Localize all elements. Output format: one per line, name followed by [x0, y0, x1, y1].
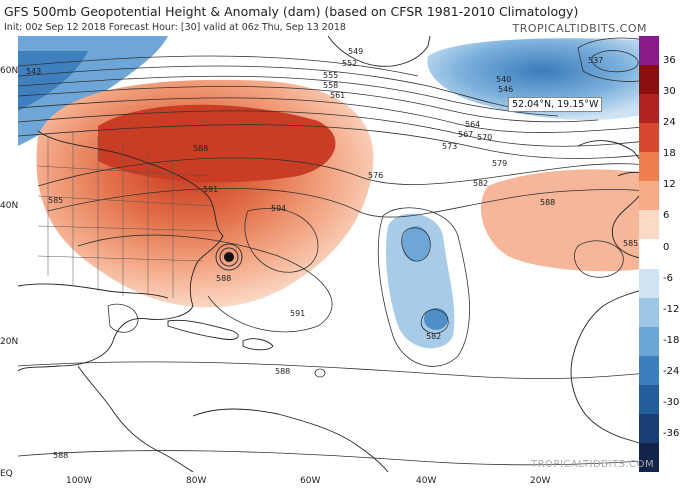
contour-label-group: 549 552 555 558 561 564 567 570 573 576 …	[26, 47, 638, 460]
contour-label: 555	[323, 71, 338, 80]
height-contours	[17, 37, 658, 466]
contour-label: 543	[26, 67, 41, 76]
contour-label: 567	[458, 130, 473, 139]
lon-label-20w: 20W	[530, 476, 551, 486]
contour-label: 582	[426, 332, 441, 341]
contour-label: 594	[271, 204, 286, 213]
colorbar-tick-label: 30	[663, 85, 676, 97]
hispaniola-coast	[242, 338, 274, 351]
colorbar-tick-label: 36	[663, 54, 676, 66]
contour-label: 588	[540, 198, 555, 207]
colorbar-segment	[639, 65, 659, 95]
coastlines	[17, 35, 658, 473]
colorbar-segment	[639, 442, 659, 473]
contour-label: 546	[498, 85, 513, 94]
colorbar-tick-label: -24	[663, 366, 680, 378]
contour-label: 579	[492, 159, 507, 168]
colorbar-segment	[639, 123, 659, 153]
colorbar-tick-label: -30	[663, 397, 680, 409]
lat-label-20n: 20N	[0, 337, 19, 347]
colorbar-tick-label: 0	[663, 241, 670, 253]
watermark: TROPICALTIDBITS.COM	[531, 459, 655, 470]
contour-label: 588	[53, 451, 68, 460]
state-borders	[37, 131, 219, 298]
map-header: GFS 500mb Geopotential Height & Anomaly …	[0, 0, 687, 36]
colorbar-segment	[639, 239, 659, 270]
africa-coast	[570, 285, 658, 449]
colorbar	[639, 36, 659, 473]
contour-label: 573	[442, 142, 457, 151]
contour-label: 591	[203, 185, 218, 194]
colorbar-tick-label: 18	[663, 148, 676, 160]
contour-label: 585	[48, 196, 63, 205]
contour-label: 585	[623, 239, 638, 248]
contour-label: 576	[368, 171, 383, 180]
lon-label-100w: 100W	[66, 476, 93, 486]
warm-anomaly-east	[480, 169, 657, 272]
colorbar-tick-label: 12	[663, 179, 676, 191]
colorbar-segment	[639, 355, 659, 386]
colorbar-segment	[639, 268, 659, 299]
map-subtitle: Init: 00z Sep 12 2018 Forecast Hour: [30…	[4, 22, 346, 33]
contour-label: 558	[323, 81, 338, 90]
colorbar-segment	[639, 297, 659, 328]
hurricane-symbol	[215, 243, 243, 271]
cursor-coordinate-readout: 52.04°N, 19.15°W	[508, 97, 603, 112]
contour-label: 588	[193, 144, 208, 153]
colorbar-tick-label: 24	[663, 116, 676, 128]
contour-label: 549	[348, 47, 363, 56]
cool-anomaly-central-core	[402, 226, 430, 262]
contour-label: 552	[342, 59, 357, 68]
colorbar-tick-label: -18	[663, 334, 680, 346]
lat-label-60n: 60N	[0, 66, 19, 76]
colorbar-tick-label: -36	[663, 428, 680, 440]
colorbar-segment	[639, 413, 659, 444]
contour-label: 564	[465, 120, 480, 129]
colorbar-segment	[639, 210, 659, 240]
lon-label-60w: 60W	[300, 476, 321, 486]
colorbar-segment	[639, 384, 659, 415]
gulf-coast	[17, 283, 169, 299]
cuba-coast	[167, 319, 239, 340]
contour-label: 588	[216, 274, 231, 283]
warm-anomaly-core	[98, 104, 336, 183]
contour-label: 588	[275, 367, 290, 376]
map-title: GFS 500mb Geopotential Height & Anomaly …	[4, 4, 579, 19]
contour-label: 591	[290, 309, 305, 318]
north-america-coast	[17, 130, 224, 372]
colorbar-segment	[639, 152, 659, 182]
lon-label-40w: 40W	[416, 476, 437, 486]
contour-label: 582	[473, 179, 488, 188]
lat-label-40n: 40N	[0, 201, 19, 211]
cool-anomaly-south-core	[424, 308, 448, 330]
contour-label: 537	[588, 56, 603, 65]
central-america-coast	[77, 365, 194, 473]
south-america-coast	[192, 408, 389, 473]
brand-label: TROPICALTIDBITS.COM	[512, 22, 647, 35]
small-low-eye	[314, 368, 326, 378]
colorbar-tick-label: 6	[663, 210, 670, 222]
lat-label-eq: EQ	[0, 469, 13, 479]
lon-label-80w: 80W	[186, 476, 207, 486]
contour-label: 561	[330, 91, 345, 100]
colorbar-segment	[639, 181, 659, 211]
cool-anomaly-west-core	[18, 51, 88, 111]
colorbar-segment	[639, 94, 659, 124]
colorbar-segment	[639, 326, 659, 357]
contour-label: 570	[477, 133, 492, 142]
greenland-coast	[327, 35, 431, 67]
europe-coast	[577, 140, 658, 259]
colorbar-segment	[639, 36, 659, 66]
contour-label: 540	[496, 75, 511, 84]
colorbar-tick-label: -12	[663, 303, 680, 315]
colorbar-tick-label: -6	[663, 272, 673, 284]
